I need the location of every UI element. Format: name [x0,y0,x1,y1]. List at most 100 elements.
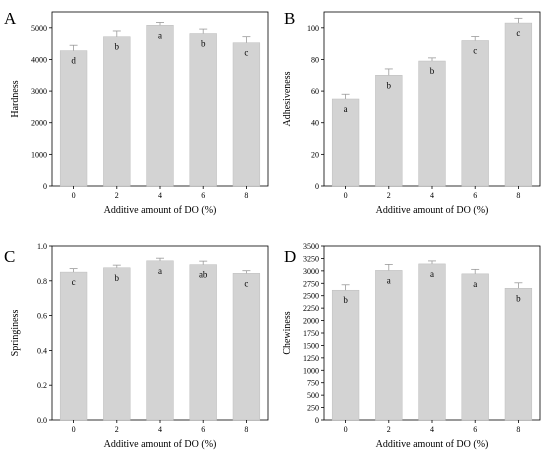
y-tick-label: 250 [307,404,319,413]
x-tick-label: 8 [244,425,248,434]
x-axis-title: Additive amount of DO (%) [376,205,489,216]
significance-letter: a [387,275,391,285]
significance-letter: b [201,39,206,49]
significance-letter: d [71,56,76,66]
x-tick-label: 2 [115,191,119,200]
significance-letter: b [387,80,392,90]
bar [331,98,360,187]
y-tick-label: 1250 [303,354,319,363]
significance-letter: a [473,279,477,289]
x-tick-label: 6 [473,191,477,200]
y-tick-label: 0 [43,182,47,191]
y-tick-label: 60 [311,87,319,96]
y-tick-label: 1000 [31,150,47,159]
chart-panel-c: Cc b a ab c 0 2 4 6 8 0.0 0.2 0.4 0.6 0.8 1.0 Additive a… [4,242,269,450]
chart-panel-a: Ad b a b c 0 2 4 6 8 0 1000 2000 3000 4000 5000 Additive… [4,9,269,216]
y-tick-label: 1.0 [37,242,47,251]
x-axis-title: Additive amount of DO (%) [376,439,489,450]
y-axis-title: Hardness [10,80,21,117]
x-tick-label: 2 [115,425,119,434]
y-tick-label: 0.6 [37,312,47,321]
significance-letter: b [343,295,348,305]
significance-letter: a [158,30,162,40]
panel-letter: B [284,9,295,28]
y-tick-label: 1750 [303,329,319,338]
x-tick-label: 6 [473,425,477,434]
x-tick-label: 8 [516,425,520,434]
y-tick-label: 2250 [303,304,319,313]
bar [59,271,88,421]
y-tick-label: 0.4 [37,346,47,355]
bar [232,273,261,421]
bar [418,263,446,421]
y-axis-title: Adhesiveness [282,71,293,126]
bar [146,260,174,421]
bar [375,75,403,187]
y-tick-label: 0.8 [37,277,47,286]
bar [232,42,261,187]
bar [189,33,217,187]
bar [375,270,403,421]
bar [331,289,360,421]
bar [461,40,489,187]
y-tick-label: 0.2 [37,381,47,390]
x-axis-title: Additive amount of DO (%) [104,205,217,216]
significance-letter: c [473,45,477,55]
y-tick-label: 0 [315,182,319,191]
significance-letter: b [115,42,120,52]
y-tick-label: 1500 [303,341,319,350]
significance-letter: c [516,28,520,38]
y-tick-label: 80 [311,55,319,64]
y-tick-label: 4000 [31,55,47,64]
y-tick-label: 500 [307,391,319,400]
y-tick-label: 2500 [303,292,319,301]
x-tick-label: 2 [387,425,391,434]
x-tick-label: 4 [158,191,162,200]
x-tick-label: 4 [158,425,162,434]
y-tick-label: 2000 [31,119,47,128]
panel-letter: A [4,9,17,28]
significance-letter: b [115,273,120,283]
y-tick-label: 100 [307,24,319,33]
significance-letter: c [244,48,248,58]
bar [103,36,131,187]
significance-letter: a [430,269,434,279]
bar [504,288,533,421]
significance-letter: ab [199,270,208,280]
y-tick-label: 2750 [303,279,319,288]
y-tick-label: 40 [311,119,319,128]
panel-letter: D [284,247,296,266]
significance-letter: b [516,293,521,303]
y-tick-label: 5000 [31,24,47,33]
y-axis-title: Chewiness [282,311,293,354]
bar [504,22,533,187]
x-tick-label: 2 [387,191,391,200]
x-tick-label: 0 [72,425,76,434]
chart-panel-d: Db a a a b 0 2 4 6 8 0 250 500 750 1000 1250 1500 1750 200… [282,242,541,450]
y-tick-label: 20 [311,150,319,159]
y-tick-label: 2000 [303,317,319,326]
x-tick-label: 4 [430,191,434,200]
x-axis-title: Additive amount of DO (%) [104,439,217,450]
y-tick-label: 3250 [303,254,319,263]
x-tick-label: 0 [72,191,76,200]
x-tick-label: 0 [344,425,348,434]
y-axis-title: Springiness [10,310,21,357]
y-tick-label: 0 [315,416,319,425]
x-tick-label: 0 [344,191,348,200]
bar [146,25,174,187]
significance-letter: b [430,66,435,76]
y-tick-label: 750 [307,379,319,388]
y-tick-label: 0.0 [37,416,47,425]
y-tick-label: 1000 [303,366,319,375]
bar [461,273,489,421]
x-tick-label: 8 [516,191,520,200]
x-tick-label: 6 [201,425,205,434]
panel-letter: C [4,247,15,266]
y-tick-label: 3000 [31,87,47,96]
bar [189,264,217,421]
significance-letter: a [344,104,348,114]
significance-letter: a [158,266,162,276]
